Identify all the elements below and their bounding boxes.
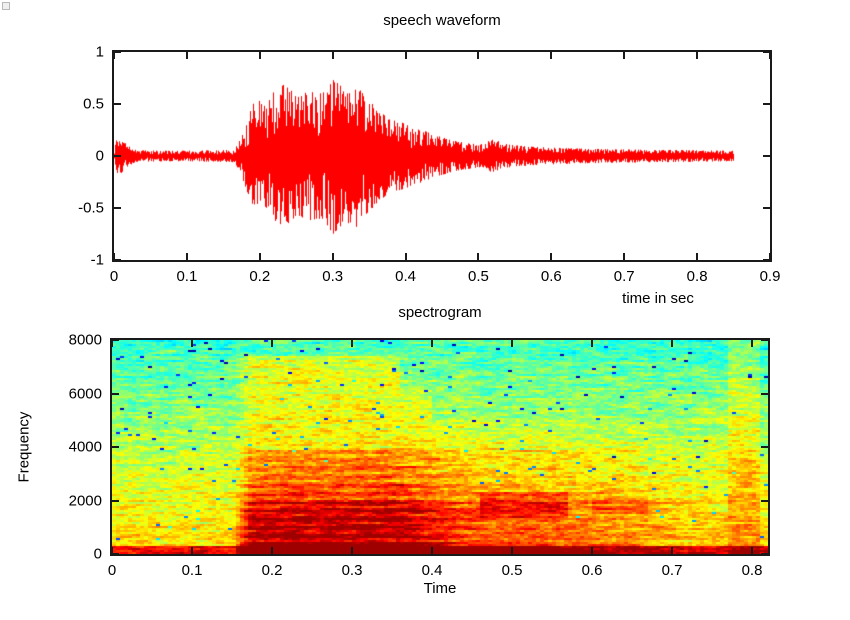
x-tick-mark xyxy=(113,253,115,260)
y-tick-mark xyxy=(761,392,768,395)
x-tick-mark xyxy=(550,52,553,59)
y-tick-label: -1 xyxy=(90,251,104,269)
x-tick-mark xyxy=(191,547,193,554)
x-tick-label: 0 xyxy=(109,268,119,285)
x-tick-mark xyxy=(751,547,753,554)
spectrogram-plot-area xyxy=(110,338,770,556)
y-tick-mark xyxy=(761,499,768,502)
x-tick-mark xyxy=(404,52,407,59)
x-tick-label: 0.2 xyxy=(261,562,283,579)
y-tick-mark xyxy=(114,51,121,53)
y-tick-mark xyxy=(763,103,770,105)
x-tick-label: 0.8 xyxy=(741,562,763,579)
x-tick-mark xyxy=(477,52,480,59)
y-tick-mark xyxy=(112,553,119,555)
y-tick-label: 2000 xyxy=(68,492,102,509)
waveform-canvas xyxy=(114,52,770,260)
x-tick-mark xyxy=(111,340,113,347)
x-tick-mark xyxy=(258,253,261,260)
waveform-plot-area xyxy=(112,50,772,262)
waveform-xlabel: time in sec xyxy=(622,290,694,307)
x-tick-mark xyxy=(331,52,334,59)
x-tick-mark xyxy=(271,340,273,347)
y-tick-mark xyxy=(763,259,770,261)
y-tick-mark xyxy=(763,207,770,209)
x-tick-mark xyxy=(477,253,480,260)
y-tick-label: 1 xyxy=(95,43,104,61)
y-tick-label: 4000 xyxy=(68,438,102,456)
x-tick-mark xyxy=(623,253,626,260)
x-tick-mark xyxy=(191,340,193,347)
x-tick-label: 0 xyxy=(107,562,117,579)
x-tick-mark xyxy=(185,253,188,260)
y-tick-mark xyxy=(114,259,121,261)
x-tick-label: 0.7 xyxy=(613,268,635,285)
x-tick-label: 0.9 xyxy=(759,268,781,285)
x-tick-mark xyxy=(591,340,593,347)
x-tick-mark xyxy=(258,52,261,59)
x-tick-mark xyxy=(351,340,353,347)
x-tick-label: 0.5 xyxy=(468,268,489,285)
x-tick-mark xyxy=(696,253,699,260)
x-tick-mark xyxy=(769,253,771,260)
y-tick-label: 0.5 xyxy=(83,95,104,113)
spectrogram-canvas xyxy=(112,340,768,554)
x-tick-mark xyxy=(769,52,771,59)
x-tick-mark xyxy=(671,340,673,347)
x-tick-mark xyxy=(511,340,513,347)
x-tick-mark xyxy=(591,547,593,554)
x-tick-mark xyxy=(404,253,407,260)
x-tick-label: 0.6 xyxy=(540,268,562,285)
x-tick-label: 0.1 xyxy=(176,268,198,285)
y-tick-mark xyxy=(761,553,768,555)
y-tick-mark xyxy=(114,155,121,157)
y-tick-label: -0.5 xyxy=(78,199,104,217)
y-tick-mark xyxy=(763,51,770,53)
x-tick-label: 0.4 xyxy=(421,562,443,579)
spectrogram-xlabel: Time xyxy=(423,580,457,597)
x-tick-label: 0.5 xyxy=(501,562,523,579)
x-tick-mark xyxy=(185,52,188,59)
x-tick-mark xyxy=(111,547,113,554)
x-tick-label: 0.8 xyxy=(686,268,708,285)
x-tick-mark xyxy=(431,547,433,554)
x-tick-mark xyxy=(271,547,273,554)
x-tick-mark xyxy=(623,52,626,59)
y-tick-mark xyxy=(114,207,121,209)
x-tick-mark xyxy=(431,340,433,347)
x-tick-mark xyxy=(511,547,513,554)
x-tick-label: 0.2 xyxy=(249,268,271,285)
spectrogram-title: spectrogram xyxy=(398,304,482,321)
x-tick-mark xyxy=(113,52,115,59)
x-tick-label: 0.7 xyxy=(661,562,683,579)
y-tick-mark xyxy=(761,339,768,341)
y-tick-mark xyxy=(112,392,119,395)
y-tick-mark xyxy=(763,155,770,157)
y-tick-mark xyxy=(112,446,119,448)
y-tick-mark xyxy=(761,446,768,448)
y-tick-label: 0 xyxy=(93,545,102,563)
y-tick-mark xyxy=(112,339,119,341)
spectrogram-ylabel: Frequency xyxy=(15,411,33,483)
x-tick-label: 0.3 xyxy=(322,268,344,285)
y-tick-label: 8000 xyxy=(68,331,102,349)
x-tick-label: 0.4 xyxy=(395,268,416,285)
x-tick-mark xyxy=(751,340,753,347)
x-tick-mark xyxy=(351,547,353,554)
y-tick-label: 0 xyxy=(95,147,104,165)
waveform-title: speech waveform xyxy=(383,12,501,29)
x-tick-label: 0.1 xyxy=(181,562,203,579)
y-tick-mark xyxy=(114,103,121,105)
corner-artifact xyxy=(2,2,10,10)
x-tick-mark xyxy=(671,547,673,554)
x-tick-mark xyxy=(550,253,553,260)
x-tick-mark xyxy=(331,253,334,260)
y-tick-mark xyxy=(112,499,119,502)
y-tick-label: 6000 xyxy=(68,385,102,402)
x-tick-label: 0.3 xyxy=(341,562,363,579)
x-tick-label: 0.6 xyxy=(581,562,603,579)
x-tick-mark xyxy=(696,52,699,59)
